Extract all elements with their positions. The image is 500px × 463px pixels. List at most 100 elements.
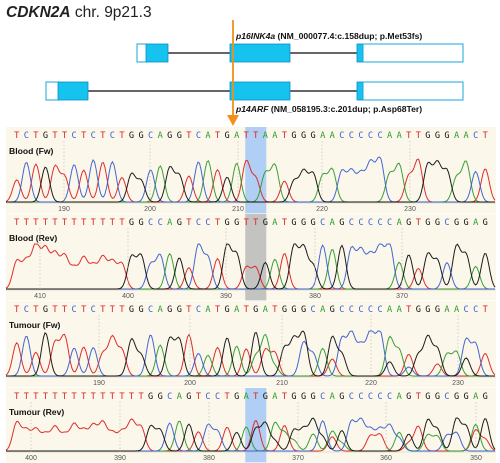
tick-label: 350 [470, 455, 482, 462]
base-call: T [406, 131, 411, 141]
base-call: T [33, 392, 38, 402]
base-call: C [320, 392, 325, 402]
base-call: G [291, 218, 296, 228]
base-call: G [291, 131, 296, 141]
panel-title: Blood (Fw) [9, 146, 54, 156]
base-call: C [358, 131, 363, 141]
base-call: A [272, 218, 278, 228]
panel-background [6, 301, 496, 388]
base-call: T [14, 131, 19, 141]
base-call: A [330, 218, 336, 228]
base-call: T [62, 131, 67, 141]
base-call: G [425, 218, 430, 228]
base-call: T [483, 305, 488, 315]
exon-1 [145, 43, 169, 63]
base-call: T [33, 305, 38, 315]
base-call: C [377, 131, 382, 141]
base-call: T [52, 305, 57, 315]
base-call: T [24, 218, 29, 228]
base-call: T [186, 131, 191, 141]
base-call: T [244, 305, 249, 315]
base-call: A [454, 305, 460, 315]
base-call: T [119, 131, 124, 141]
base-call: C [148, 131, 153, 141]
base-call: T [244, 131, 249, 141]
base-call: T [416, 392, 421, 402]
trace-t [5, 243, 495, 290]
base-call: G [225, 218, 230, 228]
isoform-label-p16ink4a: p16INK4a (NM_000077.4:c.158dup; p.Met53f… [235, 31, 422, 41]
tick-label: 220 [316, 206, 328, 213]
base-call: G [129, 305, 134, 315]
tick-label: 360 [380, 455, 392, 462]
base-call: T [282, 131, 287, 141]
base-call: C [349, 131, 354, 141]
base-call: G [339, 218, 344, 228]
base-call: T [91, 218, 96, 228]
base-call: G [464, 392, 469, 402]
utr-5prime [136, 43, 148, 63]
base-call: T [33, 218, 38, 228]
base-call: T [215, 305, 220, 315]
base-call: T [119, 305, 124, 315]
base-call: G [301, 218, 306, 228]
base-call: A [397, 131, 403, 141]
exon-3 [356, 43, 364, 63]
base-call: T [100, 218, 105, 228]
base-call: C [444, 392, 449, 402]
tick-label: 200 [184, 380, 196, 387]
base-call: A [397, 392, 403, 402]
base-call: G [483, 392, 488, 402]
base-call: G [177, 218, 182, 228]
base-call: A [473, 218, 479, 228]
base-call: A [464, 131, 470, 141]
tick-label: 210 [276, 380, 288, 387]
base-call: A [320, 131, 326, 141]
base-call: G [253, 305, 258, 315]
base-call: G [435, 131, 440, 141]
base-call: T [100, 305, 105, 315]
panel-title: Blood (Rev) [9, 233, 57, 243]
base-call: T [14, 218, 19, 228]
base-call: C [473, 131, 478, 141]
base-call: T [119, 392, 124, 402]
tick-label: 380 [309, 293, 321, 300]
base-call: G [291, 392, 296, 402]
base-call: C [311, 305, 316, 315]
exon-1beta [57, 81, 89, 101]
base-call: T [100, 392, 105, 402]
tick-label: 370 [396, 293, 408, 300]
base-call: G [43, 305, 48, 315]
base-call: T [81, 392, 86, 402]
base-call: T [244, 218, 249, 228]
base-call: G [148, 392, 153, 402]
base-call: G [263, 218, 268, 228]
base-call: C [368, 131, 373, 141]
base-call: C [196, 305, 201, 315]
tick-label: 400 [122, 293, 134, 300]
base-call: G [177, 305, 182, 315]
base-call: A [205, 131, 211, 141]
base-call: C [91, 305, 96, 315]
base-call: T [72, 392, 77, 402]
tick-label: 190 [93, 380, 105, 387]
base-call: A [444, 305, 450, 315]
base-call: T [43, 218, 48, 228]
base-call: A [454, 131, 460, 141]
isoform-p14arf-track: p14ARF (NM_058195.3:c.201dup; p.Asp68Ter… [45, 81, 464, 114]
base-call: C [349, 218, 354, 228]
trace-t [5, 158, 496, 203]
base-call: T [215, 131, 220, 141]
base-call: G [234, 392, 239, 402]
base-call: G [301, 392, 306, 402]
chromosome-location: chr. 9p21.3 [71, 4, 152, 21]
gene-name: CDKN2A [6, 4, 71, 21]
base-call: T [62, 392, 67, 402]
exon-2 [229, 81, 291, 101]
base-call: G [425, 305, 430, 315]
base-call: T [272, 305, 277, 315]
base-call: A [397, 218, 403, 228]
base-call: A [263, 305, 269, 315]
base-call: G [425, 131, 430, 141]
